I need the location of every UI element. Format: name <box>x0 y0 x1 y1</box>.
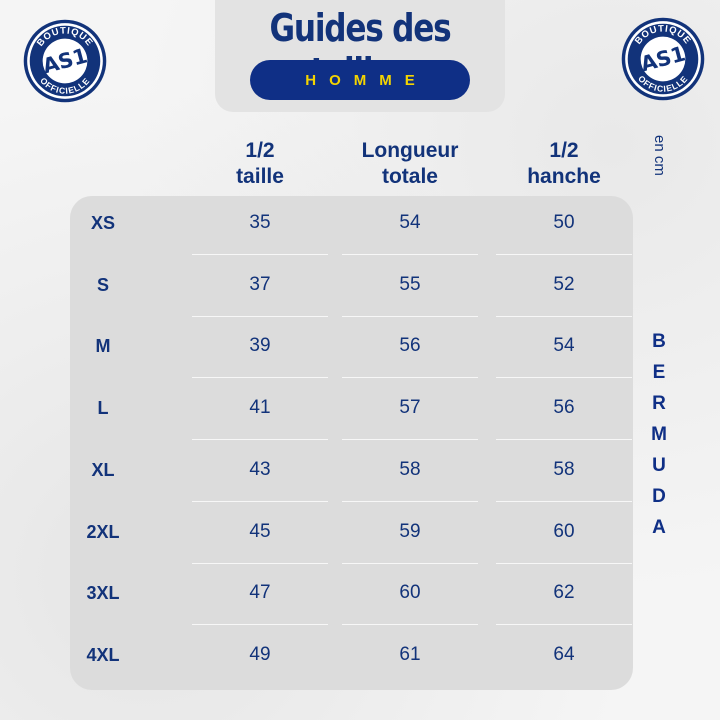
row-separator <box>496 315 632 317</box>
table-row: XS 35 54 50 <box>0 203 720 255</box>
hanche-cell: 60 <box>553 520 575 542</box>
category-label: HOMME <box>305 71 428 89</box>
row-separator <box>496 254 632 255</box>
unit-label: en cm <box>651 135 668 176</box>
row-separator <box>342 254 478 255</box>
row-separator <box>342 439 478 441</box>
product-letter: D <box>652 486 666 507</box>
column-header-line2: hanche <box>527 165 601 188</box>
row-separator <box>496 500 632 502</box>
taille-cell: 43 <box>249 458 271 480</box>
row-separator <box>192 254 328 255</box>
row-separator <box>496 562 632 564</box>
row-separator <box>342 562 478 564</box>
table-row: S 37 55 52 <box>0 265 720 317</box>
longueur-cell: 61 <box>399 643 421 665</box>
longueur-cell: 58 <box>399 458 421 480</box>
longueur-cell: 59 <box>399 520 421 542</box>
size-table-panel <box>70 196 633 690</box>
column-header-hanche: 1/2 hanche <box>509 138 619 190</box>
size-cell: M <box>95 336 111 357</box>
hanche-cell: 62 <box>553 582 575 604</box>
longueur-cell: 57 <box>399 397 421 419</box>
longueur-cell: 56 <box>399 335 421 357</box>
size-cell: L <box>97 398 109 419</box>
row-separator <box>342 500 478 502</box>
size-cell: 3XL <box>86 583 120 604</box>
hanche-cell: 50 <box>553 212 575 233</box>
product-letter: M <box>651 424 667 445</box>
taille-cell: 35 <box>249 212 271 233</box>
column-header-line2: taille <box>236 165 284 188</box>
row-separator <box>496 439 632 441</box>
table-row: XL 43 58 58 <box>0 450 720 502</box>
size-cell: XS <box>90 213 115 233</box>
table-row: L 41 57 56 <box>0 388 720 441</box>
column-header-line2: totale <box>381 165 438 188</box>
table-row: 3XL 47 60 62 <box>0 573 720 626</box>
column-header-line1: 1/2 <box>549 139 579 162</box>
product-letter: A <box>652 517 666 538</box>
row-separator <box>342 624 478 626</box>
size-cell: 4XL <box>86 644 120 665</box>
row-separator <box>192 500 328 502</box>
row-separator <box>192 562 328 564</box>
product-letter: E <box>652 362 666 383</box>
taille-cell: 41 <box>249 397 271 419</box>
product-label: B E R M U D A <box>644 326 674 543</box>
longueur-cell: 60 <box>399 582 421 604</box>
boutique-logo-right: BOUTIQUE OFFICIELLE AS1 <box>621 17 705 101</box>
taille-cell: 39 <box>249 335 271 357</box>
row-separator <box>192 624 328 626</box>
hanche-cell: 52 <box>553 273 575 295</box>
product-letter: R <box>652 393 666 414</box>
row-separator <box>342 377 478 379</box>
table-row: M 39 56 54 <box>0 326 720 379</box>
column-header-line1: Longueur <box>361 139 459 162</box>
row-separator <box>496 624 632 626</box>
hanche-cell: 56 <box>553 397 575 419</box>
column-header-longueur: Longueur totale <box>345 138 475 190</box>
size-cell: S <box>96 274 109 295</box>
row-separator <box>496 377 632 379</box>
row-separator <box>342 315 478 317</box>
table-row: 2XL 45 59 60 <box>0 512 720 564</box>
product-letter: B <box>652 331 666 352</box>
longueur-cell: 54 <box>399 212 421 233</box>
row-separator <box>192 315 328 317</box>
taille-cell: 47 <box>249 582 271 604</box>
size-cell: 2XL <box>86 521 120 542</box>
taille-cell: 45 <box>249 520 271 542</box>
taille-cell: 49 <box>249 643 271 665</box>
product-letter: U <box>652 455 666 476</box>
row-separator <box>192 439 328 441</box>
boutique-logo-left: BOUTIQUE OFFICIELLE AS1 <box>23 19 107 103</box>
size-cell: XL <box>91 459 115 480</box>
row-separator <box>192 377 328 379</box>
column-header-line1: 1/2 <box>245 139 275 162</box>
taille-cell: 37 <box>249 273 271 295</box>
hanche-cell: 54 <box>553 335 575 357</box>
category-pill: HOMME <box>250 60 470 100</box>
hanche-cell: 64 <box>553 643 575 665</box>
hanche-cell: 58 <box>553 458 575 480</box>
longueur-cell: 55 <box>399 273 421 295</box>
table-row: 4XL 49 61 64 <box>0 635 720 675</box>
column-header-taille: 1/2 taille <box>210 138 310 190</box>
